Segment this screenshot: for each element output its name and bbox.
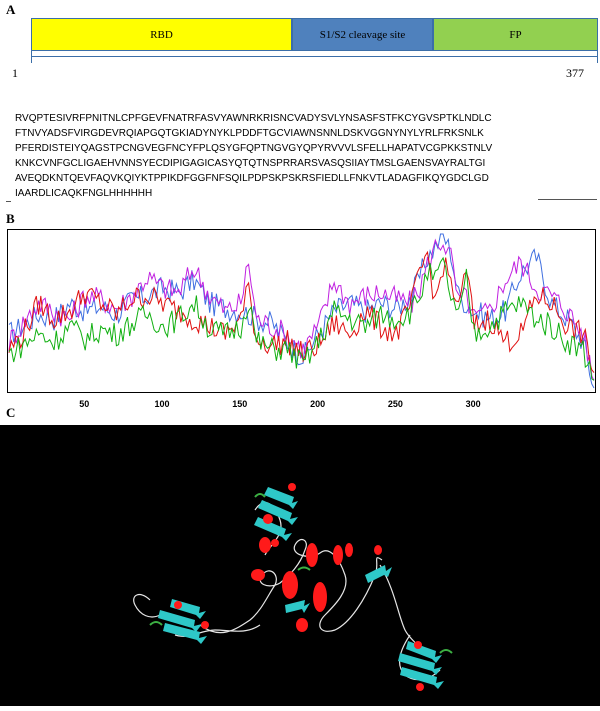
profile-series-line-3: [8, 250, 595, 373]
beta-sheet: [158, 610, 202, 632]
alpha-helix: [416, 683, 424, 691]
x-tick-label: 250: [388, 399, 403, 409]
domain-map-bar: RBD S1/S2 cleavage site FP: [31, 18, 598, 51]
protein-3d-structure: [0, 425, 600, 706]
alpha-helix: [333, 545, 343, 565]
beta-sheet: [365, 565, 392, 583]
alpha-helix: [271, 539, 279, 547]
sequence-line: KNKCVNFGCLIGAEHVNNSYECDIPIGAGICASYQTQTNS…: [15, 158, 486, 169]
sequence-line: FTNVYADSFVIRGDEVRQIAPGQTGKIADYNYKLPDDFTG…: [15, 128, 484, 139]
alpha-helix: [288, 483, 296, 491]
sequence-line: PFERDISTEIYQAGSTPCNGVEGFNCYFPLQSYGFQPTNG…: [15, 143, 493, 154]
profile-series-line-1: [8, 233, 595, 389]
x-tick-label: 300: [466, 399, 481, 409]
structure-domain-left: [149, 599, 209, 644]
turn: [254, 493, 266, 498]
x-tick-label: 100: [154, 399, 169, 409]
sequence-line: AVEQDKNTQEVFAQVKQIYKTPPIKDFGGFNFSQILPDPS…: [15, 173, 489, 184]
sequence-rule: [538, 199, 597, 200]
structure-domain-center: [251, 537, 392, 632]
domain-axis-tick-end: [597, 51, 598, 63]
beta-sheet: [285, 600, 310, 613]
alpha-helix: [414, 641, 422, 649]
profile-series-line-2: [8, 238, 595, 381]
domain-start-label: 1: [12, 66, 18, 80]
ribbon-structure-render: [133, 483, 453, 691]
alpha-helix: [263, 514, 273, 524]
domain-segment-fp: FP: [434, 19, 597, 50]
domain-axis-tick-start: [31, 51, 32, 63]
beta-sheet: [264, 487, 298, 509]
amino-acid-sequence: RVQPTESIVRFPNITNLCPFGEVFNATRFASVYAWNRKRI…: [15, 111, 595, 201]
alpha-helix: [374, 545, 382, 555]
alpha-helix: [313, 582, 327, 612]
panel-b-label: B: [6, 211, 15, 226]
sequence-rule-short: [6, 201, 11, 202]
alpha-helix: [282, 571, 298, 599]
domain-segment-rbd: RBD: [32, 19, 293, 50]
domain-end-label: 377: [566, 66, 584, 80]
alpha-helix: [251, 569, 265, 581]
beta-sheet: [400, 667, 444, 689]
alpha-helix: [201, 621, 209, 629]
alpha-helix: [259, 537, 271, 553]
domain-segment-s1s2-cleavage-site: S1/S2 cleavage site: [293, 19, 434, 50]
sequence-line: RVQPTESIVRFPNITNLCPFGEVFNATRFASVYAWNRKRI…: [15, 113, 492, 124]
beta-sheet: [258, 500, 298, 525]
alpha-helix: [174, 601, 182, 609]
domain-axis-line: [31, 56, 598, 57]
alpha-helix: [306, 543, 318, 567]
x-tick-label: 50: [79, 399, 89, 409]
profile-plot-frame: [7, 229, 596, 393]
alpha-helix: [345, 543, 353, 557]
beta-sheet: [254, 517, 292, 541]
profile-series-line-4: [8, 256, 595, 381]
x-tick-label: 200: [310, 399, 325, 409]
panel-c-label: C: [6, 405, 16, 420]
beta-sheet: [163, 623, 207, 644]
structure-domain-right: [398, 641, 453, 691]
profile-plot: [8, 233, 595, 389]
sequence-line: IAARDLICAQKFNGLHHHHHH: [15, 188, 153, 199]
alpha-helix: [296, 618, 308, 632]
structure-coil: [199, 538, 383, 634]
structure-domain-top: [254, 483, 298, 547]
profile-x-axis: 50 100 150 200 250 300: [79, 399, 481, 409]
turn: [297, 566, 311, 571]
turn: [439, 649, 453, 654]
panel-a-label: A: [6, 2, 16, 17]
structure-coil: [133, 593, 161, 618]
beta-sheet: [398, 653, 442, 675]
x-tick-label: 150: [232, 399, 247, 409]
turn: [149, 621, 163, 626]
